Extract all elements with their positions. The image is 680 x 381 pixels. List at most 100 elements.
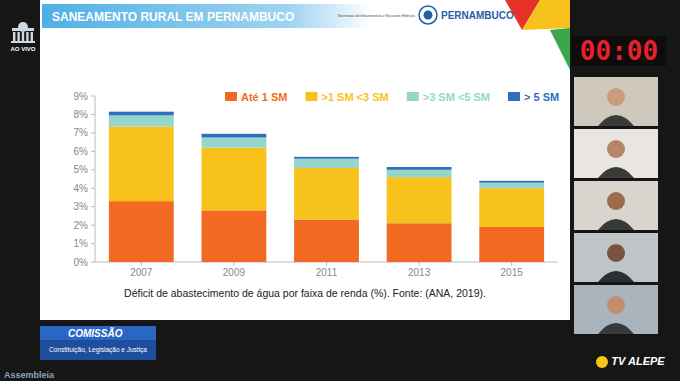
bar-segment — [294, 157, 359, 159]
channel-sun — [596, 356, 608, 368]
y-tick-label: 7% — [74, 127, 89, 138]
y-tick-label: 6% — [74, 146, 89, 157]
bar-segment — [294, 220, 359, 262]
participant-head — [607, 296, 625, 314]
y-axis — [95, 96, 96, 262]
participant-head — [607, 192, 625, 210]
participant-body — [598, 271, 634, 282]
bar-segment — [294, 168, 359, 220]
header-band — [42, 4, 372, 28]
logo-column — [17, 32, 19, 41]
state-name: PERNAMBUCO — [441, 10, 514, 21]
y-tick-label: 5% — [74, 164, 89, 175]
x-tick — [419, 262, 420, 266]
y-tick — [91, 96, 95, 97]
committee-head — [40, 326, 156, 340]
bar-segment — [387, 223, 452, 262]
participant-body — [598, 167, 634, 178]
bar-segment — [479, 181, 544, 183]
bar-segment — [479, 183, 544, 189]
bar-segment — [387, 177, 452, 223]
participant-head — [607, 88, 625, 106]
bar-segment — [109, 201, 174, 262]
live-label: AO VIVO — [10, 46, 35, 52]
participant-head — [607, 244, 625, 262]
y-tick — [91, 169, 95, 170]
y-tick — [91, 114, 95, 115]
y-tick-label: 4% — [74, 183, 89, 194]
bar-segment — [201, 210, 266, 262]
x-tick-label: 2009 — [223, 267, 246, 278]
y-tick-label: 8% — [74, 109, 89, 120]
y-tick-label: 2% — [74, 220, 89, 231]
y-tick — [91, 225, 95, 226]
state-emblem — [419, 6, 437, 24]
x-tick — [141, 262, 142, 266]
bar-segment — [387, 167, 452, 170]
footer-label: Assembleia — [4, 370, 55, 380]
slide — [40, 0, 570, 320]
x-tick — [233, 262, 234, 266]
y-tick-label: 9% — [74, 91, 89, 102]
committee-box — [40, 326, 156, 360]
logo-column — [13, 32, 15, 41]
caption: Déficit de abastecimento de água por fai… — [124, 287, 486, 299]
legend-swatch — [508, 92, 520, 101]
x-tick-label: 2011 — [316, 267, 338, 278]
legend-label: >3 SM <5 SM — [423, 91, 490, 103]
video-tile — [574, 77, 658, 126]
y-tick — [91, 188, 95, 189]
logo-column — [26, 32, 28, 41]
y-tick-label: 0% — [74, 257, 89, 268]
logo-column — [31, 32, 33, 41]
participant-head — [607, 140, 625, 158]
x-tick-label: 2015 — [501, 267, 524, 278]
y-tick — [91, 206, 95, 207]
participant-body — [598, 115, 634, 126]
x-tick-label: 2007 — [130, 267, 153, 278]
video-tile — [574, 181, 658, 230]
x-tick — [511, 262, 512, 266]
y-tick-label: 1% — [74, 238, 89, 249]
y-tick — [91, 132, 95, 133]
legend-label: >1 SM <3 SM — [321, 91, 388, 103]
legend-label: Até 1 SM — [241, 91, 287, 103]
screen: SANEAMENTO RURAL EM PERNAMBUCOSecretaria… — [0, 0, 680, 381]
legend-swatch — [225, 92, 237, 101]
logo-base — [11, 41, 35, 43]
bar-segment — [109, 112, 174, 116]
corner-yellow — [522, 0, 570, 30]
legend-swatch — [407, 92, 419, 101]
bar-segment — [294, 159, 359, 168]
bar-segment — [109, 126, 174, 201]
participant-body — [598, 323, 634, 334]
x-tick — [326, 262, 327, 266]
timer: 00:00 — [580, 36, 658, 66]
bar-segment — [201, 138, 266, 148]
y-tick — [91, 151, 95, 152]
video-tile — [574, 285, 658, 334]
legend-swatch — [305, 92, 317, 101]
bar-segment — [109, 115, 174, 126]
y-tick — [91, 262, 95, 263]
bars — [109, 112, 544, 262]
x-tick-label: 2013 — [408, 267, 431, 278]
corner-green — [550, 28, 570, 70]
video-tile — [574, 233, 658, 282]
video-tile — [574, 129, 658, 178]
bar-segment — [387, 170, 452, 177]
y-tick-label: 3% — [74, 201, 89, 212]
bar-segment — [479, 227, 544, 262]
org-name: Secretaria de Infraestrutura e Recursos … — [338, 14, 415, 18]
bar-segment — [479, 188, 544, 227]
channel-label: TV ALEPE — [611, 355, 665, 367]
legend-label: > 5 SM — [524, 91, 559, 103]
y-tick — [91, 243, 95, 244]
logo-column — [22, 32, 24, 41]
background — [0, 0, 680, 381]
bar-segment — [201, 148, 266, 211]
state-emblem-core — [424, 11, 433, 20]
timer-box — [572, 36, 666, 66]
committee-label: Constituição, Legislação e Justiça — [49, 346, 147, 354]
logo-dome — [18, 22, 28, 32]
